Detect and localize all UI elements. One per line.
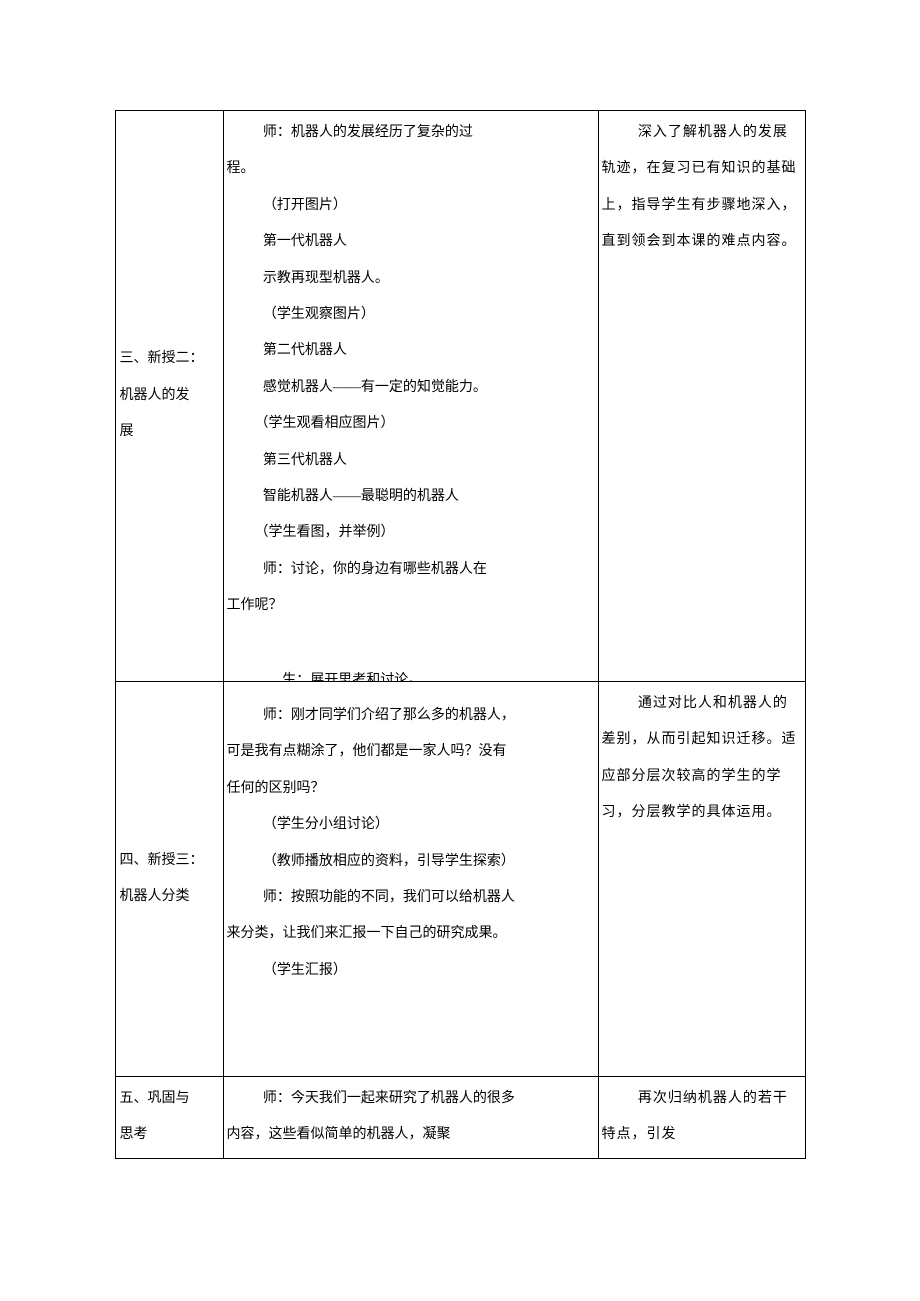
- intent-text: 深入了解机器人的发展轨迹，在复习已有知识的基础上，指导学生有步骤地深入，直到领会…: [602, 115, 803, 261]
- activity-line: 师：按照功能的不同，我们可以给机器人: [227, 880, 595, 916]
- stage-line: 展: [120, 414, 204, 450]
- activity-line: 内容，这些看似简单的机器人，凝聚: [227, 1117, 595, 1153]
- activity-line: （学生观察图片）: [227, 297, 595, 333]
- activity-cell: 师：今天我们一起来研究了机器人的很多 内容，这些看似简单的机器人，凝聚: [223, 1077, 598, 1159]
- stage-line: 四、新授三：: [120, 843, 204, 879]
- activity-line: 感觉机器人——有一定的知觉能力。: [227, 370, 595, 406]
- activity-line: 师：刚才同学们介绍了那么多的机器人，: [227, 698, 595, 734]
- stage-line: 三、新授二：: [120, 341, 204, 377]
- activity-line: （学生汇报）: [227, 953, 595, 989]
- activity-line: 第一代机器人: [227, 224, 595, 260]
- activity-line: 第二代机器人: [227, 333, 595, 369]
- intent-cell: 再次归纳机器人的若干特点，引发: [598, 1077, 805, 1159]
- stage-cell: 五、巩固与 思考: [115, 1077, 223, 1159]
- activity-line: 示教再现型机器人。: [227, 261, 595, 297]
- stage-line: 思考: [120, 1117, 190, 1153]
- intent-text: 再次归纳机器人的若干特点，引发: [602, 1081, 803, 1154]
- stage-line: 机器人的发: [120, 378, 204, 414]
- stage-line: 五、巩固与: [120, 1081, 190, 1117]
- activity-line: （教师播放相应的资料，引导学生探索）: [227, 844, 595, 880]
- intent-cell: 通过对比人和机器人的差别，从而引起知识迁移。适应部分层次较高的学生的学习，分层教…: [598, 682, 805, 1077]
- activity-line: 可是我有点糊涂了，他们都是一家人吗？没有: [227, 734, 595, 770]
- stage-line: 机器人分类: [120, 879, 204, 915]
- activity-line: （学生分小组讨论）: [227, 807, 595, 843]
- intent-cell: 深入了解机器人的发展轨迹，在复习已有知识的基础上，指导学生有步骤地深入，直到领会…: [598, 111, 805, 682]
- activity-line: 师：今天我们一起来研究了机器人的很多: [227, 1081, 595, 1117]
- stage-cell: 四、新授三： 机器人分类: [115, 682, 223, 1077]
- activity-line: 师：机器人的发展经历了复杂的过: [227, 115, 595, 151]
- activity-cell: 师：刚才同学们介绍了那么多的机器人， 可是我有点糊涂了，他们都是一家人吗？没有 …: [223, 682, 598, 1077]
- activity-line: （打开图片）: [227, 188, 595, 224]
- lesson-plan-table: 三、新授二： 机器人的发 展 师：机器人的发展经历了复杂的过 程。 （打开图片）…: [115, 110, 806, 1159]
- spacer: [227, 989, 595, 1001]
- table-row: 五、巩固与 思考 师：今天我们一起来研究了机器人的很多 内容，这些看似简单的机器…: [115, 1077, 805, 1159]
- activity-line: 智能机器人——最聪明的机器人: [227, 479, 595, 515]
- activity-line-overflow: 生：展开思考和讨论。: [224, 663, 598, 682]
- activity-line: 程。: [227, 151, 595, 187]
- stage-cell: 三、新授二： 机器人的发 展: [115, 111, 223, 682]
- table-row: 三、新授二： 机器人的发 展 师：机器人的发展经历了复杂的过 程。 （打开图片）…: [115, 111, 805, 682]
- activity-cell: 师：机器人的发展经历了复杂的过 程。 （打开图片） 第一代机器人 示教再现型机器…: [223, 111, 598, 682]
- activity-line: （学生观看相应图片）: [227, 406, 595, 442]
- activity-line: 师：讨论，你的身边有哪些机器人在: [227, 552, 595, 588]
- activity-line: 来分类，让我们来汇报一下自己的研究成果。: [227, 916, 595, 952]
- table-row: 四、新授三： 机器人分类 师：刚才同学们介绍了那么多的机器人， 可是我有点糊涂了…: [115, 682, 805, 1077]
- spacer: [227, 686, 595, 698]
- activity-line: 任何的区别吗？: [227, 771, 595, 807]
- intent-text: 通过对比人和机器人的差别，从而引起知识迁移。适应部分层次较高的学生的学习，分层教…: [602, 686, 803, 832]
- activity-line: 工作呢？: [227, 588, 595, 624]
- table-body: 三、新授二： 机器人的发 展 师：机器人的发展经历了复杂的过 程。 （打开图片）…: [115, 111, 805, 1159]
- activity-line: （学生看图，并举例）: [227, 515, 595, 551]
- activity-line: 第三代机器人: [227, 443, 595, 479]
